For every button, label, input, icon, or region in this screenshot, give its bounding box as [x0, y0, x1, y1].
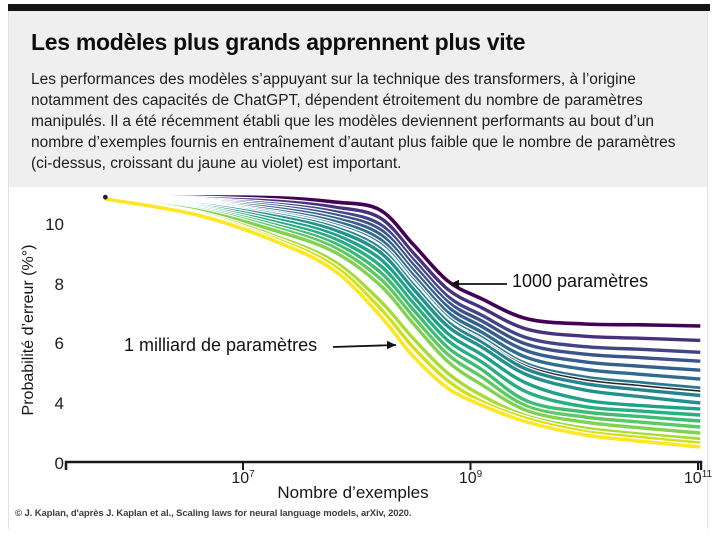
y-axis-label: Probabilité d’erreur (%°) — [20, 244, 37, 416]
plot-area — [9, 187, 707, 529]
annotation-text: 1000 paramètres — [512, 271, 649, 291]
figure-header: Les modèles plus grands apprennent plus … — [9, 11, 707, 187]
top-accent-bar — [8, 4, 710, 11]
y-tick-label: 4 — [54, 394, 64, 413]
x-tick-label: 107 — [231, 469, 255, 487]
y-tick-label: 0 — [54, 454, 64, 473]
y-tick-label: 6 — [54, 334, 64, 354]
intro-text: Les performances des modèles s’appuyant … — [31, 71, 676, 172]
source-credit: © J. Kaplan, d'après J. Kaplan et al., S… — [15, 508, 412, 519]
page-title: Les modèles plus grands apprennent plus … — [31, 29, 526, 55]
y-tick-label: 10 — [45, 215, 64, 235]
x-axis-label: Nombre d’exemples — [277, 483, 429, 502]
annotation-text: 1 milliard de paramètres — [124, 335, 318, 355]
x-tick-label: 1011 — [683, 469, 713, 487]
y-tick-label: 8 — [54, 274, 64, 294]
x-tick-label: 109 — [458, 469, 483, 487]
figure-card: Les modèles plus grands apprennent plus … — [8, 11, 708, 529]
